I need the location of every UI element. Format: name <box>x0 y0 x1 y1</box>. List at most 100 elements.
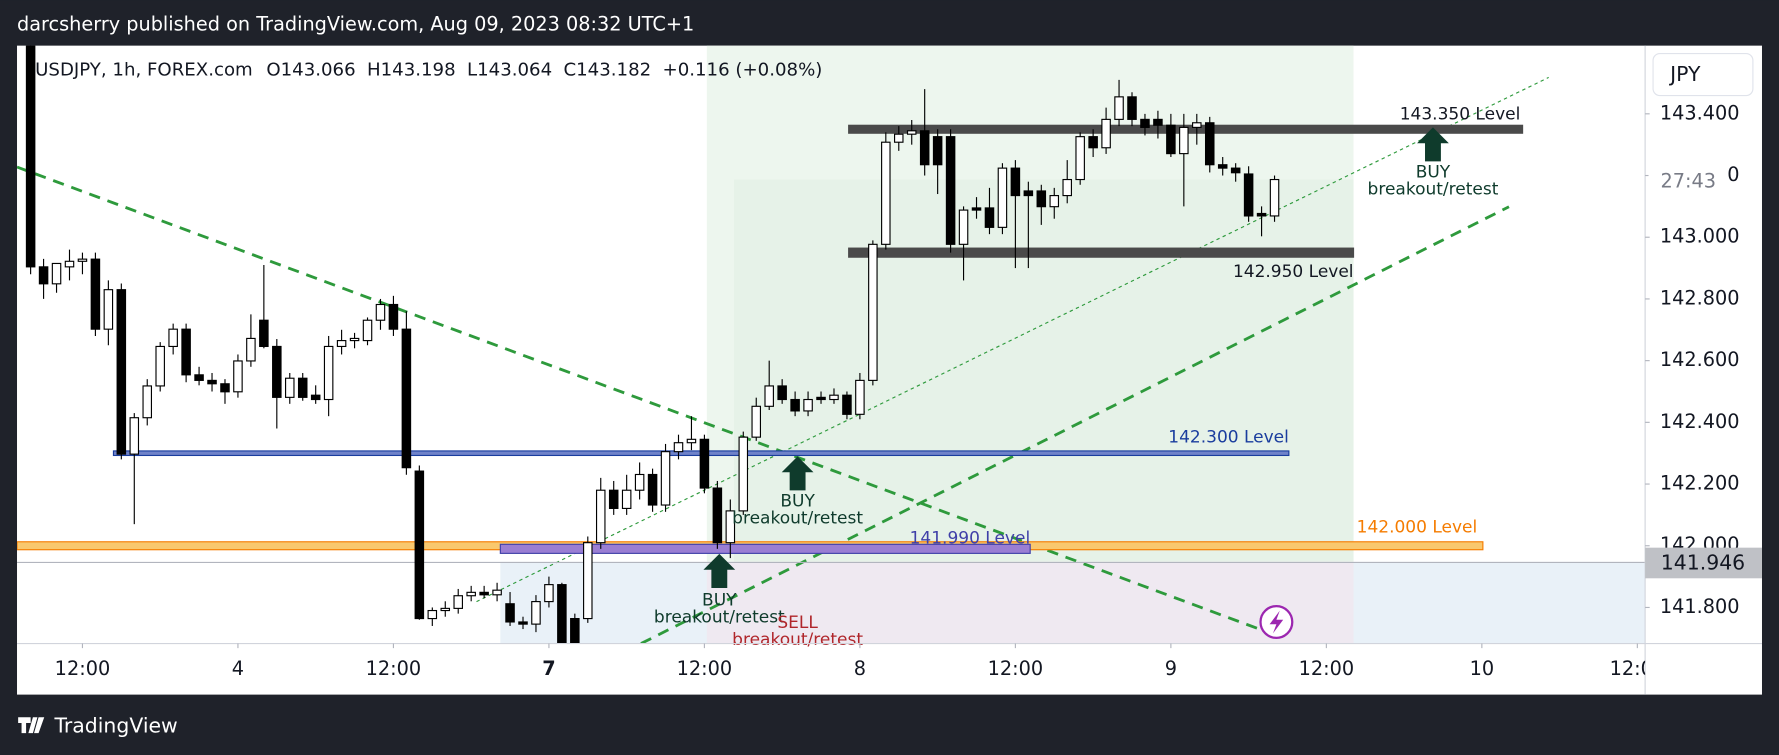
candles <box>25 45 1280 644</box>
candle-body <box>919 130 930 166</box>
brand-logo <box>18 717 45 734</box>
candle-body <box>1036 190 1047 208</box>
annotations: BUYbreakout/retestBUYbreakout/retestBUYb… <box>654 127 1499 650</box>
candle-body <box>997 167 1008 228</box>
trendline-thin <box>476 76 1549 603</box>
legend-low: L143.064 <box>467 60 552 81</box>
candle-body <box>375 303 386 321</box>
signal-arrow <box>781 456 814 491</box>
y-tick-label: 141.800 <box>1660 595 1740 618</box>
signal-arrow <box>1417 127 1449 162</box>
countdown-box <box>1648 165 1728 197</box>
candle-body <box>803 398 813 412</box>
candle-body <box>349 337 360 342</box>
candle-body <box>984 207 995 228</box>
candle-body <box>466 591 476 597</box>
last-price-box <box>1645 547 1762 579</box>
candle-body <box>194 374 204 381</box>
candle-body <box>1023 190 1034 197</box>
short-zone <box>706 561 1354 644</box>
candle-body <box>945 136 956 245</box>
legend-open: O143.066 <box>266 60 355 81</box>
candle-body <box>323 345 334 401</box>
candle-body <box>608 489 619 509</box>
legend-high: H143.198 <box>367 60 456 81</box>
candle-body <box>310 394 321 401</box>
candle-body <box>725 510 736 544</box>
y-tick-label: 142.400 <box>1660 410 1740 433</box>
level-bar <box>499 543 1031 554</box>
candle-body <box>103 289 114 330</box>
candle-body <box>647 473 658 506</box>
candle-body <box>1127 96 1137 120</box>
candle-body <box>259 319 269 348</box>
candle-body <box>1049 195 1060 208</box>
level-label: 142.950 Level <box>1233 262 1354 282</box>
candle-body <box>297 377 308 398</box>
candle-body <box>1256 212 1267 217</box>
candle-body <box>531 601 541 625</box>
signal-label: BUY <box>702 590 737 610</box>
candle-body <box>855 379 865 415</box>
signal-note: breakout/retest <box>732 509 863 529</box>
candle-body <box>634 473 645 491</box>
candle-body <box>233 360 243 393</box>
candle-body <box>38 266 49 285</box>
level-bar <box>848 247 1355 258</box>
x-tick-label: 8 <box>854 657 866 680</box>
candle-body <box>1179 126 1189 155</box>
candle-body <box>90 258 101 330</box>
signal-label: BUY <box>780 492 815 512</box>
candle-body <box>712 487 723 544</box>
candle-body <box>362 319 373 342</box>
level-label: 141.990 Level <box>910 529 1031 549</box>
candle-body <box>1062 178 1072 197</box>
brand: TradingView <box>18 713 178 737</box>
currency-button[interactable]: JPY <box>1652 53 1754 97</box>
candle-body <box>971 207 982 211</box>
signal-note: breakout/retest <box>1368 180 1499 200</box>
legend-symbol: USDJPY, 1h, FOREX.com <box>35 60 253 81</box>
candle-body <box>272 345 282 398</box>
candle-body <box>1075 136 1085 181</box>
candle-body <box>868 243 878 381</box>
candle-body <box>388 303 399 330</box>
candle-body <box>595 489 606 544</box>
candle-body <box>207 379 217 385</box>
candle-body <box>583 542 593 620</box>
long-zone-inner <box>734 179 1354 562</box>
x-tick-label: 4 <box>232 657 244 680</box>
candle-body <box>246 337 256 362</box>
candle-body <box>544 584 554 603</box>
candle-body <box>168 328 178 348</box>
candle-body <box>673 442 684 453</box>
candle-body <box>958 209 969 245</box>
signal-label: BUY <box>1416 163 1451 183</box>
candle-body <box>557 584 567 644</box>
candle-body <box>751 405 762 438</box>
last-price: 141.946 <box>1645 547 1762 579</box>
candle-body <box>479 591 489 596</box>
candle-body <box>790 398 800 412</box>
candle-body <box>621 489 632 509</box>
drawings <box>17 45 1646 644</box>
candle-body <box>142 385 153 419</box>
level-label: 142.300 Level <box>1168 427 1289 447</box>
y-tick-label: 143.400 <box>1660 101 1740 124</box>
alert-icon <box>1259 604 1294 640</box>
x-tick-label: 10 <box>1470 657 1495 680</box>
candle-body <box>1166 124 1176 155</box>
candle-body <box>777 385 787 401</box>
legend: USDJPY, 1h, FOREX.com O143.066 H143.198 L14… <box>35 60 822 81</box>
candle-body <box>414 470 425 620</box>
last-price-label: 141.946 <box>1661 551 1745 575</box>
candle-body <box>1192 122 1202 128</box>
trendline <box>17 165 1272 635</box>
legend-close: C143.182 <box>563 60 651 81</box>
currency-box[interactable] <box>1652 53 1754 97</box>
candle-body <box>1010 167 1021 197</box>
x-tick-label: 12:00 <box>1610 657 1666 680</box>
currency-label[interactable]: JPY <box>1668 62 1701 86</box>
